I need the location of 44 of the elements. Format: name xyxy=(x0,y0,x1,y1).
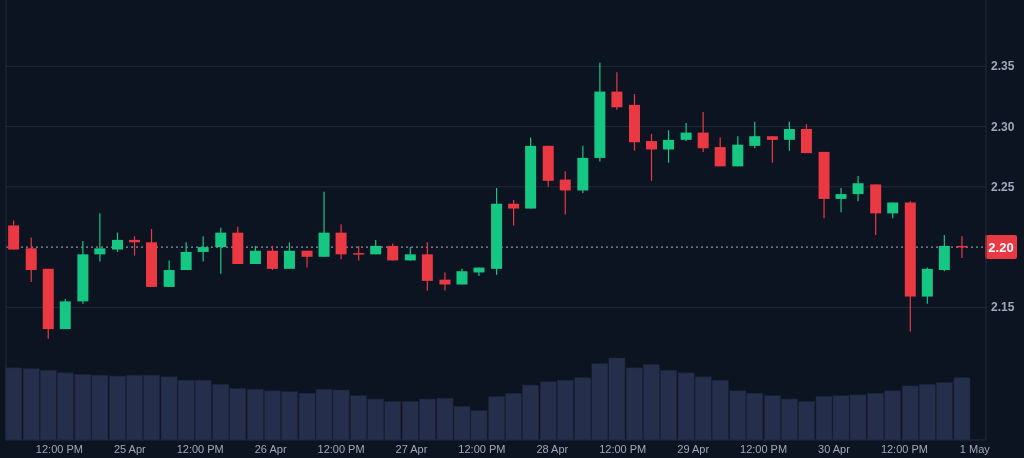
candlestick xyxy=(852,175,864,202)
candlestick xyxy=(714,136,726,167)
candlestick xyxy=(508,199,520,227)
candlestick xyxy=(783,121,795,152)
candlestick xyxy=(163,259,175,288)
candlestick xyxy=(94,212,106,263)
candlestick xyxy=(112,232,123,253)
candlestick xyxy=(215,227,227,275)
x-tick-label: 29 Apr xyxy=(677,443,710,455)
candlestick xyxy=(680,122,692,142)
x-tick-label: 1 May xyxy=(959,443,991,455)
candlestick xyxy=(611,71,623,111)
ref-line-label: 2.20 xyxy=(988,240,1014,256)
candlestick xyxy=(266,245,278,271)
y-tick-label: 2.30 xyxy=(991,119,1015,134)
y-tick-label: 2.35 xyxy=(991,59,1015,74)
x-tick-label: 12:00 PM xyxy=(880,443,928,455)
candlestick xyxy=(335,223,347,260)
candlestick xyxy=(646,133,658,182)
candlestick xyxy=(835,187,847,213)
candlestick xyxy=(197,235,209,263)
candlestick xyxy=(283,241,295,270)
x-tick-label: 12:00 PM xyxy=(740,443,788,455)
x-tick-label: 30 Apr xyxy=(818,443,851,455)
x-tick-label: 26 Apr xyxy=(254,443,287,455)
candlestick xyxy=(663,129,675,164)
y-tick-label: 2.15 xyxy=(991,300,1015,315)
x-tick-label: 12:00 PM xyxy=(176,443,224,455)
x-tick-label: 12:00 PM xyxy=(35,443,83,455)
x-tick-label: 12:00 PM xyxy=(599,443,647,455)
candlestick xyxy=(766,135,778,164)
candlestick xyxy=(749,121,761,149)
candlestick xyxy=(25,236,37,283)
candlestick xyxy=(301,250,313,269)
x-tick-label: 25 Apr xyxy=(113,443,147,455)
y-tick-label: 2.25 xyxy=(991,179,1015,194)
x-tick-label: 27 Apr xyxy=(395,443,428,455)
candlestick xyxy=(732,135,744,167)
candlestick xyxy=(697,111,709,153)
x-tick-label: 12:00 PM xyxy=(458,443,506,455)
candlestick xyxy=(180,241,192,271)
x-tick-label: 28 Apr xyxy=(536,443,569,455)
x-tick-label: 12:00 PM xyxy=(317,443,365,455)
candlestick xyxy=(559,170,571,216)
